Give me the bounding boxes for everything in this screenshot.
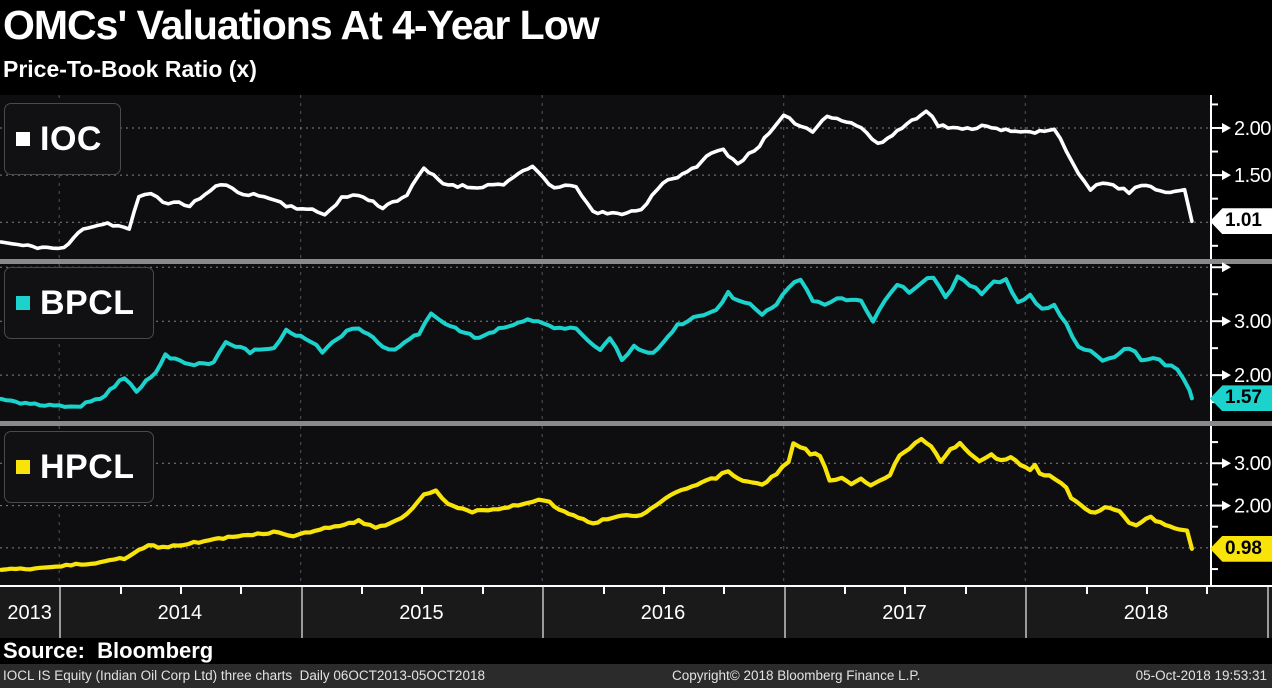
quarter-tick xyxy=(481,587,484,594)
footer-timestamp: 05-Oct-2018 19:53:31 xyxy=(1135,668,1267,683)
panel-ioc: 2.00 1.50 IOC xyxy=(0,95,1272,259)
year-divider-line xyxy=(300,587,303,638)
year-divider-line xyxy=(59,587,62,638)
x-axis-year-label: 2017 xyxy=(882,602,927,624)
bpcl-last-price-tag: 1.57 xyxy=(1210,385,1272,412)
panel-separator xyxy=(0,259,1272,264)
tick-arrow-icon xyxy=(1222,170,1231,181)
hpcl-chart-area: 3.00 2.00 xyxy=(0,426,1272,586)
quarter-tick xyxy=(1145,587,1148,594)
x-axis-year-label: 2015 xyxy=(399,602,444,624)
page-title: OMCs' Valuations At 4-Year Low xyxy=(3,2,600,48)
chart-subtitle: Price-To-Book Ratio (x) xyxy=(3,56,257,82)
quarter-tick xyxy=(602,587,605,594)
bpcl-series-line xyxy=(0,274,1194,409)
panel-separator xyxy=(0,421,1272,426)
quarter-tick xyxy=(1085,587,1088,594)
hpcl-legend[interactable]: HPCL xyxy=(4,431,154,503)
year-divider-line xyxy=(783,587,786,638)
y-tick-label: 1.50 xyxy=(1234,165,1271,187)
quarter-tick xyxy=(179,587,182,594)
bpcl-legend-label: BPCL xyxy=(40,283,135,322)
ioc-chart-area: 2.00 1.50 xyxy=(0,95,1272,259)
y-tick-label: 3.00 xyxy=(1234,311,1271,333)
hpcl-last-price-tag: 0.98 xyxy=(1210,535,1272,562)
hpcl-legend-swatch-icon xyxy=(16,460,30,474)
ioc-legend-swatch-icon xyxy=(16,132,30,146)
hpcl-series-line xyxy=(0,436,1195,572)
quarter-tick xyxy=(240,587,243,594)
footer-ticker-info: IOCL IS Equity (Indian Oil Corp Ltd) thr… xyxy=(3,668,485,683)
ioc-last-price-tag: 1.01 xyxy=(1210,208,1272,235)
quarter-tick xyxy=(662,587,665,594)
tick-arrow-icon xyxy=(1222,122,1231,133)
x-axis-year-label: 2013 xyxy=(7,602,52,624)
tick-arrow-icon xyxy=(1222,316,1231,327)
hpcl-legend-label: HPCL xyxy=(40,447,135,486)
quarter-tick xyxy=(1206,587,1209,594)
quarter-tick xyxy=(723,587,726,594)
footer-copyright: Copyright© 2018 Bloomberg Finance L.P. xyxy=(672,668,921,683)
quarter-tick xyxy=(421,587,424,594)
panel-bpcl: 3.00 2.00 BPCL xyxy=(0,262,1272,421)
x-axis-year-label: 2018 xyxy=(1123,602,1169,624)
footer-strip: IOCL IS Equity (Indian Oil Corp Ltd) thr… xyxy=(0,664,1272,688)
x-axis-strip: 2013 2014 2015 2016 2017 2018 xyxy=(0,585,1272,638)
bpcl-chart-area: 3.00 2.00 xyxy=(0,262,1272,421)
ioc-legend-label: IOC xyxy=(40,119,102,158)
x-axis-year-label: 2016 xyxy=(640,602,686,624)
tick-arrow-icon xyxy=(1222,370,1231,381)
year-divider-line xyxy=(1025,587,1028,638)
tick-arrow-icon xyxy=(1222,262,1231,273)
year-divider-line xyxy=(542,587,545,638)
ioc-series-line xyxy=(0,109,1194,251)
year-divider-line xyxy=(1266,587,1269,638)
quarter-tick xyxy=(844,587,847,594)
y-tick-label: 2.00 xyxy=(1234,118,1271,140)
bpcl-legend-swatch-icon xyxy=(16,296,30,310)
panel-hpcl: 3.00 2.00 HPCL xyxy=(0,426,1272,586)
x-axis-year-label: 2014 xyxy=(157,602,203,624)
y-tick-label: 2.00 xyxy=(1234,365,1271,387)
tick-arrow-icon xyxy=(1222,500,1231,511)
quarter-tick xyxy=(904,587,907,594)
quarter-tick xyxy=(361,587,364,594)
quarter-tick xyxy=(119,587,122,594)
bpcl-legend[interactable]: BPCL xyxy=(4,267,154,339)
source-bar: Source: Bloomberg xyxy=(0,638,1272,664)
quarter-tick xyxy=(964,587,967,594)
tick-arrow-icon xyxy=(1222,458,1231,469)
source-label: Source: Bloomberg xyxy=(3,638,214,663)
ioc-legend[interactable]: IOC xyxy=(4,103,121,175)
y-tick-label: 2.00 xyxy=(1234,496,1271,518)
y-tick-label: 3.00 xyxy=(1234,453,1271,475)
